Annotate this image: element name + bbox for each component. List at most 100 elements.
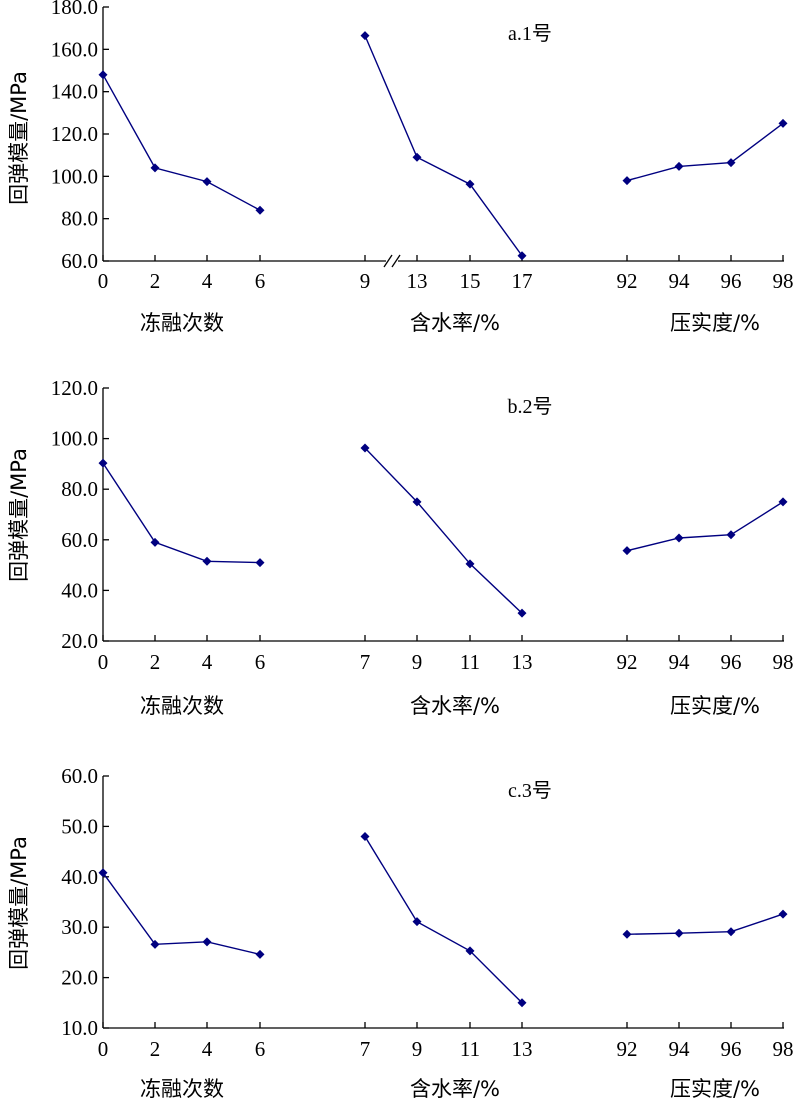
x-tick-label: 4 xyxy=(202,1037,213,1061)
data-point xyxy=(778,909,788,919)
x-tick-label: 0 xyxy=(98,269,109,293)
x-tick-label: 9 xyxy=(412,650,423,674)
y-axis-label: 回弹模量/MPa xyxy=(7,448,31,582)
group-axis-label: 含水率/% xyxy=(410,311,500,335)
data-point xyxy=(517,998,527,1008)
data-point xyxy=(255,205,265,215)
data-point xyxy=(465,946,475,956)
data-point xyxy=(465,559,475,569)
x-tick-label: 0 xyxy=(98,1037,109,1061)
data-point xyxy=(465,179,475,189)
data-point xyxy=(202,177,212,187)
x-tick-label: 4 xyxy=(202,650,213,674)
group-axis-label: 冻融次数 xyxy=(140,311,224,335)
group-axis-label: 压实度/% xyxy=(670,694,760,718)
x-tick-label: 13 xyxy=(407,269,428,293)
group-axis-label: 压实度/% xyxy=(670,311,760,335)
series-line xyxy=(102,74,261,211)
x-tick-label: 9 xyxy=(360,269,371,293)
data-point xyxy=(726,927,736,937)
x-tick-label: 98 xyxy=(773,650,794,674)
data-point xyxy=(622,929,632,939)
data-point xyxy=(98,868,108,878)
series-line xyxy=(102,872,261,956)
y-axis-label: 回弹模量/MPa xyxy=(7,71,31,205)
data-point xyxy=(360,31,370,41)
chart-panel-2: 20.0 40.0 60.0 80.0 100.0 120.0 回弹模量/MPa b.2号 0 2… xyxy=(7,376,794,718)
data-point xyxy=(412,497,422,507)
x-tick-label: 96 xyxy=(721,650,742,674)
y-tick-label: 40.0 xyxy=(61,578,98,602)
y-tick-label: 140.0 xyxy=(51,80,98,104)
x-tick-label: 4 xyxy=(202,269,213,293)
panel-title: c.3号 xyxy=(508,780,552,802)
data-point xyxy=(202,556,212,566)
data-point xyxy=(778,497,788,507)
data-point xyxy=(412,152,422,162)
x-tick-label: 98 xyxy=(773,269,794,293)
y-tick-label: 10.0 xyxy=(61,1016,98,1040)
x-tick-label: 92 xyxy=(617,650,638,674)
y-tick-label: 180.0 xyxy=(51,0,98,19)
x-tick-label: 6 xyxy=(255,1037,266,1061)
y-tick-label: 100.0 xyxy=(51,164,98,188)
data-point xyxy=(517,608,527,618)
group-axis-label: 含水率/% xyxy=(410,694,500,718)
x-tick-label: 15 xyxy=(460,269,481,293)
series-line xyxy=(364,35,523,257)
group-axis-label: 压实度/% xyxy=(670,1077,760,1101)
data-point xyxy=(674,533,684,543)
x-tick-label: 94 xyxy=(669,1037,691,1061)
data-point xyxy=(98,458,108,468)
x-tick-label: 0 xyxy=(98,650,109,674)
data-point xyxy=(202,937,212,947)
data-point xyxy=(150,939,160,949)
x-tick-label: 6 xyxy=(255,650,266,674)
x-tick-label: 2 xyxy=(150,1037,161,1061)
panel-title: a.1号 xyxy=(508,23,552,45)
data-point xyxy=(517,251,527,261)
y-tick-label: 80.0 xyxy=(61,477,98,501)
y-tick-label: 60.0 xyxy=(61,528,98,552)
series-line xyxy=(626,501,784,552)
chart-panel-1: 60.0 80.0 100.0 120.0 140.0 160.0 180.0 回弹模量/MP… xyxy=(7,0,794,335)
x-tick-label: 11 xyxy=(460,650,480,674)
data-point xyxy=(622,176,632,186)
data-point xyxy=(726,158,736,168)
x-tick-label: 2 xyxy=(150,269,161,293)
data-point xyxy=(778,118,788,128)
data-point xyxy=(255,558,265,568)
group-axis-label: 冻融次数 xyxy=(140,1077,224,1101)
data-point xyxy=(150,537,160,547)
y-tick-label: 40.0 xyxy=(61,865,98,889)
axis-break-mark xyxy=(383,254,393,268)
series-line xyxy=(626,122,784,182)
data-point xyxy=(360,831,370,841)
data-point xyxy=(360,443,370,453)
x-tick-label: 2 xyxy=(150,650,161,674)
x-tick-label: 96 xyxy=(721,269,742,293)
series-line xyxy=(102,462,261,564)
x-tick-label: 13 xyxy=(512,650,533,674)
x-tick-label: 9 xyxy=(412,1037,423,1061)
y-tick-label: 50.0 xyxy=(61,814,98,838)
series-line xyxy=(626,913,784,935)
axis-break-mark xyxy=(391,254,401,268)
x-tick-label: 92 xyxy=(617,269,638,293)
y-axis-label: 回弹模量/MPa xyxy=(7,836,31,970)
panel-title: b.2号 xyxy=(508,396,553,418)
x-tick-label: 94 xyxy=(669,650,691,674)
data-point xyxy=(726,530,736,540)
x-tick-label: 7 xyxy=(360,1037,371,1061)
data-point xyxy=(674,161,684,171)
x-tick-label: 98 xyxy=(773,1037,794,1061)
data-point xyxy=(150,163,160,173)
data-point xyxy=(98,70,108,80)
x-tick-label: 13 xyxy=(512,1037,533,1061)
x-tick-label: 6 xyxy=(255,269,266,293)
y-tick-label: 60.0 xyxy=(61,764,98,788)
y-tick-label: 20.0 xyxy=(61,629,98,653)
y-tick-label: 100.0 xyxy=(51,427,98,451)
data-point xyxy=(622,546,632,556)
